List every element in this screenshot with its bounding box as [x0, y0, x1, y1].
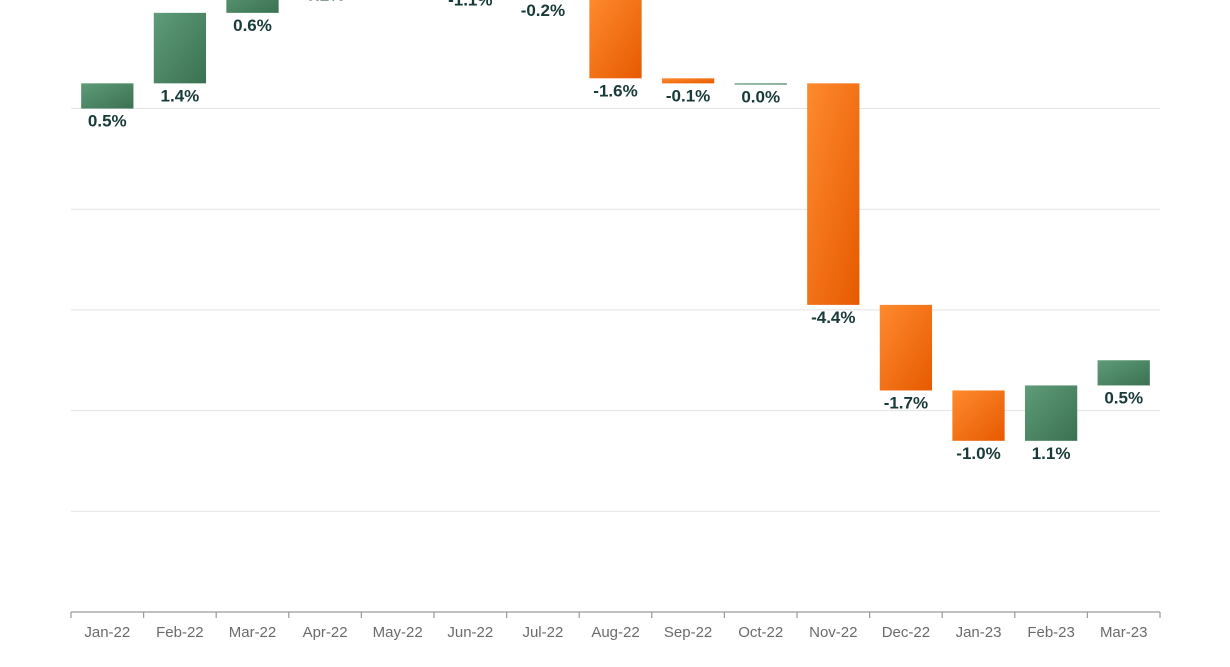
data-label-feb-23: 1.1% — [1032, 444, 1071, 463]
bar-aug-22 — [589, 0, 642, 79]
x-tick-label-sep-22: Sep-22 — [664, 624, 712, 641]
data-label-jun-22: -1.1% — [448, 0, 492, 10]
data-label-nov-22: -4.4% — [811, 308, 855, 327]
bar-jan-22 — [81, 83, 134, 109]
data-label-oct-22: 0.0% — [741, 88, 780, 107]
x-tick-label-feb-22: Feb-22 — [156, 624, 204, 641]
bars — [81, 0, 1150, 441]
x-tick-label-feb-23: Feb-23 — [1027, 624, 1075, 641]
bar-sep-22 — [661, 78, 715, 84]
x-tick-label-may-22: May-22 — [373, 624, 423, 641]
x-tick-label-dec-22: Dec-22 — [882, 624, 930, 641]
x-tick-label-oct-22: Oct-22 — [738, 624, 783, 641]
data-label-jul-22: -0.2% — [521, 1, 565, 20]
data-label-mar-23: 0.5% — [1104, 388, 1143, 407]
data-label-mar-22: 0.6% — [233, 16, 272, 35]
bar-jan-23 — [952, 390, 1005, 441]
data-label-feb-22: 1.4% — [161, 86, 200, 105]
bar-mar-23 — [1097, 360, 1150, 386]
x-tick-label-mar-22: Mar-22 — [229, 624, 277, 641]
data-label-jan-22: 0.5% — [88, 112, 127, 131]
data-label-jan-23: -1.0% — [956, 444, 1000, 463]
data-label-sep-22: -0.1% — [666, 86, 710, 105]
x-tick-label-apr-22: Apr-22 — [303, 624, 348, 641]
x-tick-label-jan-22: Jan-22 — [84, 624, 130, 641]
bar-feb-23 — [1024, 385, 1078, 441]
x-tick-label-mar-23: Mar-23 — [1100, 624, 1148, 641]
data-label-dec-22: -1.7% — [884, 393, 928, 412]
data-label-apr-22: 0.2% — [306, 0, 345, 5]
x-tick-label-jul-22: Jul-22 — [522, 624, 563, 641]
x-tick-label-nov-22: Nov-22 — [809, 624, 857, 641]
data-label-aug-22: -1.6% — [593, 81, 637, 100]
x-tick-label-jun-22: Jun-22 — [447, 624, 493, 641]
bar-feb-22 — [153, 12, 207, 84]
bar-nov-22 — [807, 83, 860, 305]
bar-mar-22 — [226, 0, 279, 13]
x-axis: Jan-22 Feb-22 Mar-22 Apr-22 May-22 Jun-22 Jul-… — [70, 611, 1161, 641]
data-labels: 0.5%1.4%0.6%0.2%0.8%-1.1%-0.2%-1.6%-0.1%… — [88, 0, 1143, 463]
x-tick-label-aug-22: Aug-22 — [591, 624, 639, 641]
bar-oct-22 — [734, 83, 787, 85]
bar-dec-22 — [879, 304, 933, 391]
x-tick-label-jan-23: Jan-23 — [956, 624, 1002, 641]
